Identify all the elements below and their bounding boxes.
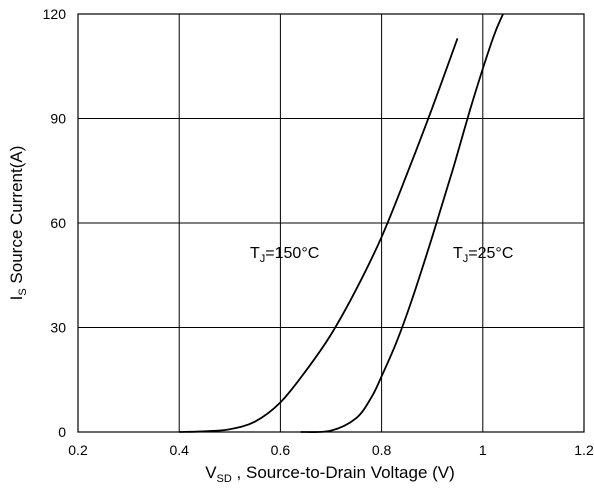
x-tick-label: 0.8 <box>372 442 392 458</box>
x-tick-label: 0.4 <box>169 442 189 458</box>
y-tick-label: 120 <box>43 6 67 22</box>
y-tick-labels: 0 30 60 90 120 <box>43 6 67 440</box>
x-tick-label: 0.2 <box>68 442 88 458</box>
series-label-150c: TJ=150°C <box>250 245 319 265</box>
series-label-25c: TJ=25°C <box>453 245 513 265</box>
x-axis-title: VSD , Source-to-Drain Voltage (V) <box>205 463 455 485</box>
x-tick-label: 0.6 <box>271 442 291 458</box>
y-axis-title: IS Source Current(A) <box>7 146 29 301</box>
y-tick-label: 90 <box>50 111 66 127</box>
x-tick-label: 1 <box>479 442 487 458</box>
y-tick-label: 60 <box>50 215 66 231</box>
grid-lines <box>78 14 584 432</box>
plot-frame <box>77 13 585 433</box>
series-lines <box>179 13 504 433</box>
y-tick-label: 0 <box>58 424 66 440</box>
x-tick-labels: 0.2 0.4 0.6 0.8 1 1.2 <box>68 442 594 458</box>
y-tick-label: 30 <box>50 320 66 336</box>
series-line-150c <box>179 38 459 433</box>
x-tick-label: 1.2 <box>574 442 594 458</box>
series-line-25c <box>300 13 504 433</box>
